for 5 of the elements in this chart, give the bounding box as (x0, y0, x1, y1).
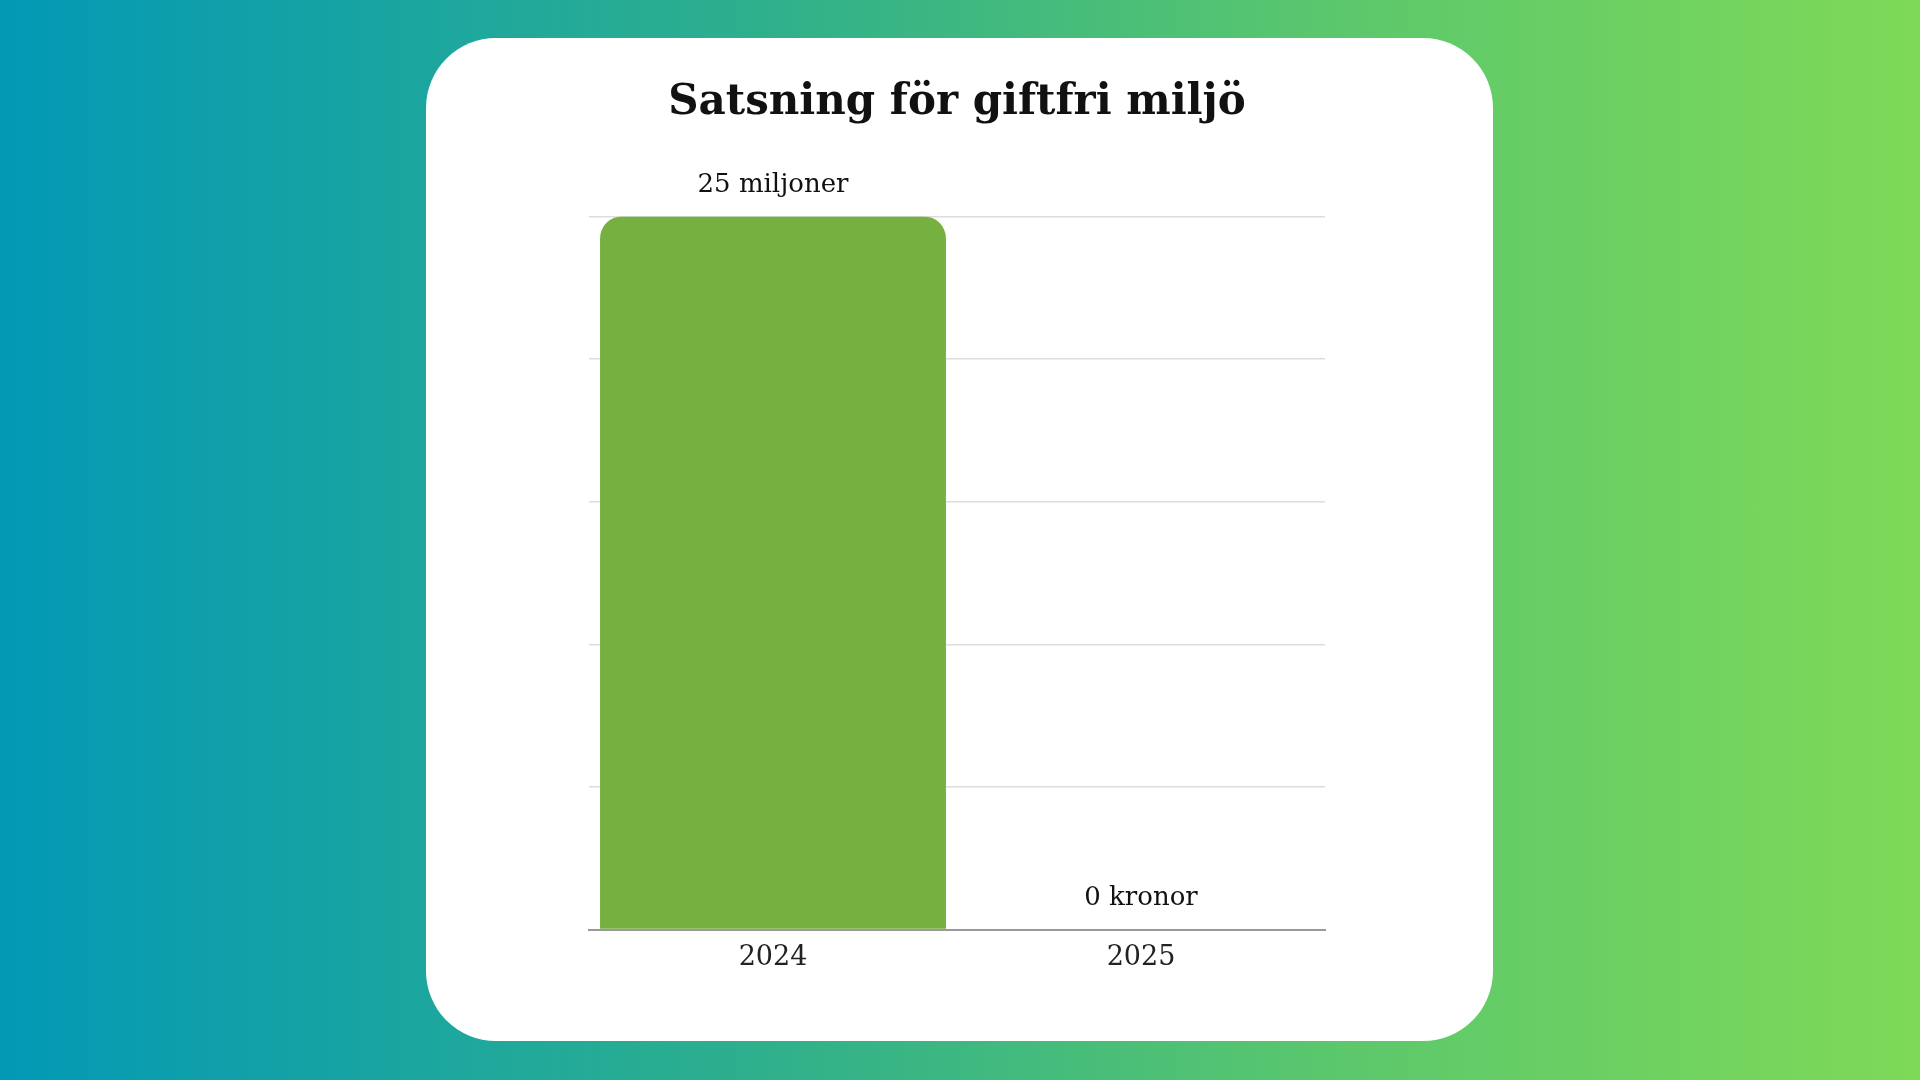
x-tick-label: 2025 (1106, 939, 1176, 971)
data-label: 0 kronor (1084, 881, 1199, 912)
x-tick-label: 2024 (738, 939, 808, 971)
data-label: 25 miljoner (697, 168, 850, 199)
chart-title: Satsning för giftfri miljö (668, 75, 1246, 125)
